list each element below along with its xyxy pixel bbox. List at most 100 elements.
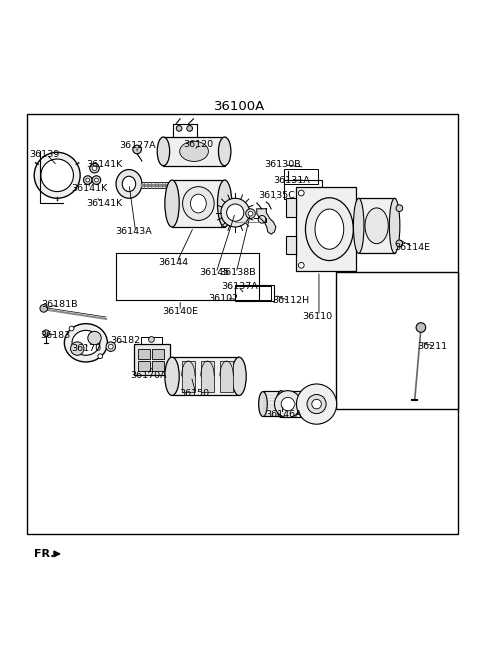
Circle shape — [248, 211, 253, 216]
Bar — [138, 349, 150, 358]
Text: 36144: 36144 — [158, 258, 189, 267]
Text: 36181B: 36181B — [41, 300, 78, 309]
Bar — [336, 272, 458, 409]
Text: 36102: 36102 — [208, 294, 239, 303]
Bar — [235, 286, 271, 300]
Circle shape — [299, 190, 304, 196]
Ellipse shape — [191, 194, 206, 213]
Circle shape — [133, 145, 142, 154]
Ellipse shape — [217, 180, 232, 227]
Ellipse shape — [182, 187, 214, 221]
Bar — [172, 180, 225, 227]
Bar — [284, 180, 323, 199]
Circle shape — [258, 215, 266, 223]
Bar — [281, 390, 310, 417]
Ellipse shape — [165, 357, 179, 396]
Text: 36146A: 36146A — [265, 410, 301, 419]
Text: 36141K: 36141K — [72, 184, 108, 193]
Circle shape — [40, 305, 48, 312]
Circle shape — [43, 330, 49, 337]
Text: 36170: 36170 — [72, 344, 102, 353]
Text: 36138B: 36138B — [219, 269, 255, 278]
Text: 36100A: 36100A — [215, 100, 265, 113]
Text: 36120: 36120 — [183, 140, 214, 149]
Bar — [235, 286, 275, 301]
Text: 36145: 36145 — [199, 269, 229, 278]
Bar — [27, 114, 458, 534]
Circle shape — [92, 166, 97, 170]
Circle shape — [88, 331, 101, 345]
Bar — [220, 361, 233, 392]
Ellipse shape — [165, 180, 179, 227]
Ellipse shape — [180, 141, 208, 161]
Ellipse shape — [218, 137, 231, 166]
Ellipse shape — [353, 198, 364, 253]
Text: 36211: 36211 — [417, 342, 447, 351]
Circle shape — [416, 323, 426, 332]
Circle shape — [69, 326, 74, 331]
Text: 36170A: 36170A — [130, 371, 167, 380]
Text: 36143A: 36143A — [116, 227, 152, 236]
Ellipse shape — [157, 137, 169, 166]
Bar — [152, 361, 164, 371]
Circle shape — [187, 126, 192, 131]
Circle shape — [84, 176, 92, 185]
Circle shape — [221, 198, 250, 227]
Text: 36137A: 36137A — [221, 282, 258, 291]
Ellipse shape — [259, 392, 267, 417]
Text: 36130B: 36130B — [264, 160, 300, 169]
Bar — [201, 361, 214, 392]
Circle shape — [98, 354, 103, 358]
Text: 36150: 36150 — [179, 389, 209, 398]
Text: 36140E: 36140E — [162, 307, 198, 316]
Ellipse shape — [122, 176, 136, 191]
Circle shape — [92, 176, 101, 185]
Ellipse shape — [305, 390, 315, 417]
Bar — [152, 349, 164, 358]
Circle shape — [149, 337, 155, 343]
Circle shape — [34, 153, 80, 198]
Circle shape — [71, 342, 84, 355]
Ellipse shape — [389, 198, 400, 253]
Circle shape — [90, 163, 99, 173]
Circle shape — [227, 204, 244, 221]
Circle shape — [275, 390, 301, 417]
Ellipse shape — [64, 324, 108, 362]
Bar — [263, 391, 281, 416]
Circle shape — [297, 384, 336, 424]
Circle shape — [299, 263, 304, 268]
Circle shape — [312, 400, 322, 409]
Text: FR.: FR. — [34, 549, 55, 559]
Bar — [286, 198, 297, 217]
Circle shape — [95, 178, 98, 182]
Circle shape — [396, 205, 403, 212]
Ellipse shape — [232, 357, 246, 396]
Circle shape — [307, 394, 326, 414]
Text: 36141K: 36141K — [86, 198, 122, 208]
Ellipse shape — [276, 390, 286, 417]
Text: 36141K: 36141K — [86, 160, 122, 169]
Ellipse shape — [365, 208, 388, 244]
Bar — [138, 361, 150, 371]
Bar — [181, 361, 195, 392]
Ellipse shape — [305, 198, 353, 261]
Text: 36131A: 36131A — [274, 176, 310, 185]
Bar — [163, 137, 225, 166]
Circle shape — [176, 126, 182, 131]
Circle shape — [246, 209, 255, 218]
Text: 36183: 36183 — [40, 331, 70, 340]
Bar — [359, 198, 395, 253]
Circle shape — [108, 345, 113, 349]
Bar — [172, 357, 239, 396]
Bar — [134, 345, 169, 375]
Text: 36112H: 36112H — [273, 296, 310, 305]
Circle shape — [86, 178, 90, 182]
Text: 36114E: 36114E — [394, 242, 430, 252]
Circle shape — [396, 240, 403, 247]
Text: 36135C: 36135C — [258, 191, 295, 200]
Bar — [284, 168, 319, 184]
Text: 36182: 36182 — [110, 337, 140, 345]
Ellipse shape — [116, 170, 142, 198]
Bar — [297, 187, 356, 271]
Circle shape — [106, 342, 116, 352]
